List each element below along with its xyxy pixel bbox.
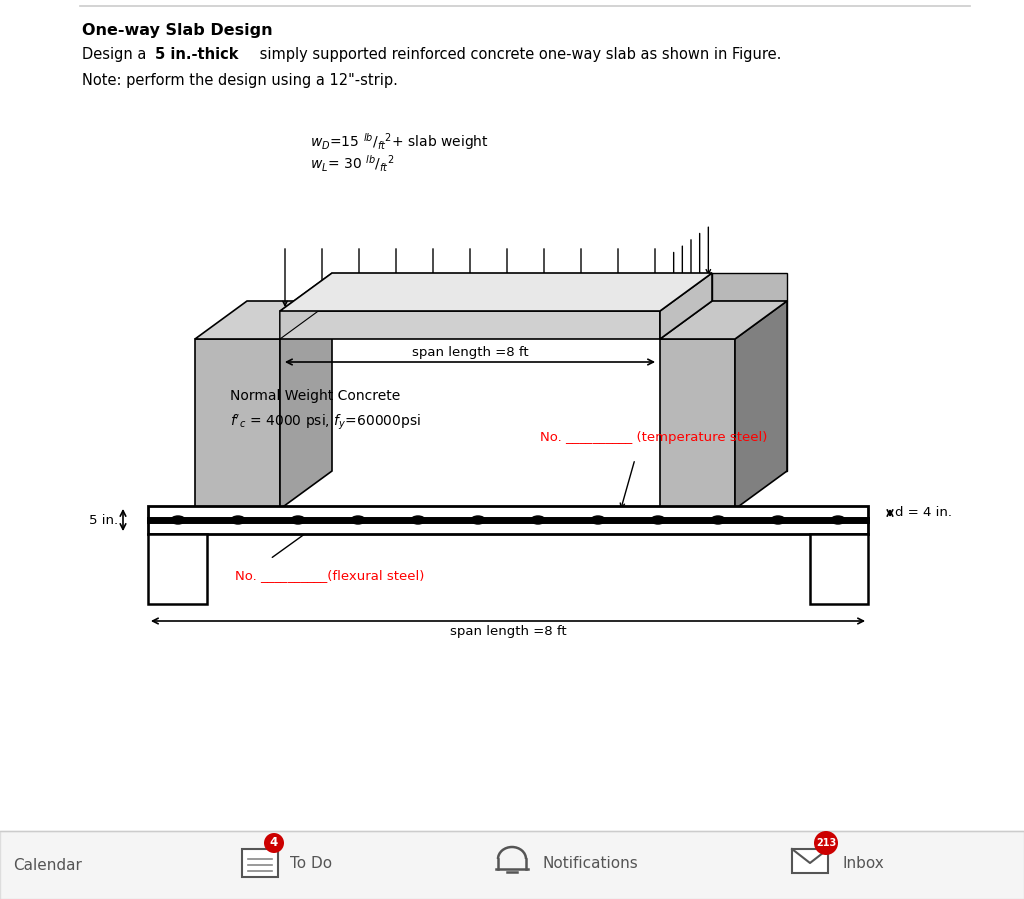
Ellipse shape bbox=[531, 516, 545, 524]
Text: Calendar: Calendar bbox=[13, 858, 83, 873]
Bar bbox=[195, 339, 280, 509]
Bar bbox=[148, 506, 868, 534]
Text: 213: 213 bbox=[816, 838, 837, 848]
Bar bbox=[148, 534, 207, 604]
Circle shape bbox=[814, 831, 838, 855]
Text: span length =8 ft: span length =8 ft bbox=[412, 346, 528, 359]
Text: To Do: To Do bbox=[290, 856, 332, 870]
Ellipse shape bbox=[591, 516, 605, 524]
Text: 5 in.-thick: 5 in.-thick bbox=[155, 47, 239, 62]
Text: span length =8 ft: span length =8 ft bbox=[450, 625, 566, 638]
Ellipse shape bbox=[291, 516, 305, 524]
Text: simply supported reinforced concrete one-way slab as shown in Figure.: simply supported reinforced concrete one… bbox=[255, 47, 781, 62]
Bar bbox=[660, 339, 735, 509]
Text: $f'_c$ = 4000 psi, $f_y$=60000psi: $f'_c$ = 4000 psi, $f_y$=60000psi bbox=[230, 412, 421, 432]
Text: No. __________(flexural steel): No. __________(flexural steel) bbox=[234, 569, 424, 582]
Polygon shape bbox=[280, 301, 332, 509]
Text: Notifications: Notifications bbox=[542, 856, 638, 870]
Bar bbox=[280, 311, 660, 339]
Ellipse shape bbox=[351, 516, 365, 524]
Text: $w_D$=15 $^{lb}/_{ft}$$^2$+ slab weight: $w_D$=15 $^{lb}/_{ft}$$^2$+ slab weight bbox=[310, 131, 488, 152]
Text: One-way Slab Design: One-way Slab Design bbox=[82, 23, 272, 38]
Ellipse shape bbox=[711, 516, 725, 524]
Bar bbox=[0, 831, 1024, 899]
Bar bbox=[242, 849, 278, 877]
Text: Note: perform the design using a 12"-strip.: Note: perform the design using a 12"-str… bbox=[82, 73, 398, 88]
Text: 5 in.: 5 in. bbox=[89, 513, 118, 527]
Text: No. __________ (temperature steel): No. __________ (temperature steel) bbox=[540, 431, 767, 444]
Ellipse shape bbox=[651, 516, 665, 524]
Bar bbox=[810, 534, 868, 604]
Ellipse shape bbox=[171, 516, 185, 524]
Text: 4: 4 bbox=[270, 836, 279, 850]
Polygon shape bbox=[660, 301, 787, 339]
Ellipse shape bbox=[411, 516, 425, 524]
Bar bbox=[792, 849, 828, 873]
Text: Normal Weight Concrete: Normal Weight Concrete bbox=[230, 389, 400, 403]
Text: Inbox: Inbox bbox=[842, 856, 884, 870]
Text: $w_L$= 30 $^{lb}/_{ft}$$^2$: $w_L$= 30 $^{lb}/_{ft}$$^2$ bbox=[310, 154, 394, 174]
Circle shape bbox=[264, 833, 284, 853]
Polygon shape bbox=[280, 273, 712, 311]
Polygon shape bbox=[280, 273, 332, 339]
Polygon shape bbox=[735, 301, 787, 509]
Ellipse shape bbox=[771, 516, 785, 524]
Text: d = 4 in.: d = 4 in. bbox=[895, 506, 952, 520]
Ellipse shape bbox=[231, 516, 245, 524]
Ellipse shape bbox=[831, 516, 845, 524]
Polygon shape bbox=[660, 273, 712, 339]
Polygon shape bbox=[712, 273, 787, 301]
Polygon shape bbox=[712, 301, 787, 471]
Text: Design a: Design a bbox=[82, 47, 151, 62]
Ellipse shape bbox=[471, 516, 485, 524]
Polygon shape bbox=[195, 301, 332, 339]
